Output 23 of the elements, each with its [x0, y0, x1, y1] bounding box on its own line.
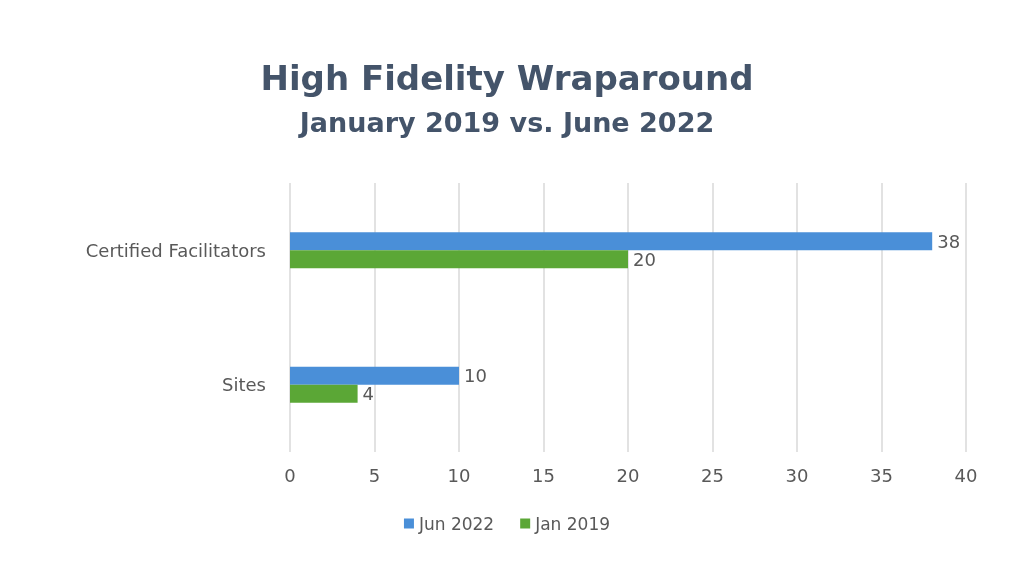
x-tick-label: 0 [284, 464, 296, 486]
x-tick-label: 40 [954, 464, 978, 486]
bar [290, 232, 933, 251]
legend-label: Jun 2022 [417, 513, 495, 534]
y-tick-label: Sites [222, 374, 266, 396]
x-tick-label: 25 [701, 464, 724, 486]
data-label: 4 [362, 383, 375, 405]
x-tick-label: 15 [532, 464, 555, 486]
x-tick-label: 35 [870, 464, 893, 486]
chart-subtitle: January 2019 vs. June 2022 [297, 107, 715, 138]
x-tick-label: 30 [785, 464, 809, 486]
x-tick-label: 5 [368, 464, 381, 486]
data-label: 20 [633, 248, 656, 270]
data-label: 38 [937, 230, 961, 252]
legend-label: Jan 2019 [534, 513, 611, 534]
bar [290, 366, 459, 385]
chart-title: High Fidelity Wraparound [260, 58, 754, 98]
bar [290, 384, 358, 403]
x-tick-label: 10 [447, 464, 471, 486]
x-tick-label: 20 [616, 464, 640, 486]
data-label: 10 [464, 365, 487, 387]
y-tick-label: Certified Facilitators [85, 239, 266, 261]
bar [290, 250, 628, 269]
